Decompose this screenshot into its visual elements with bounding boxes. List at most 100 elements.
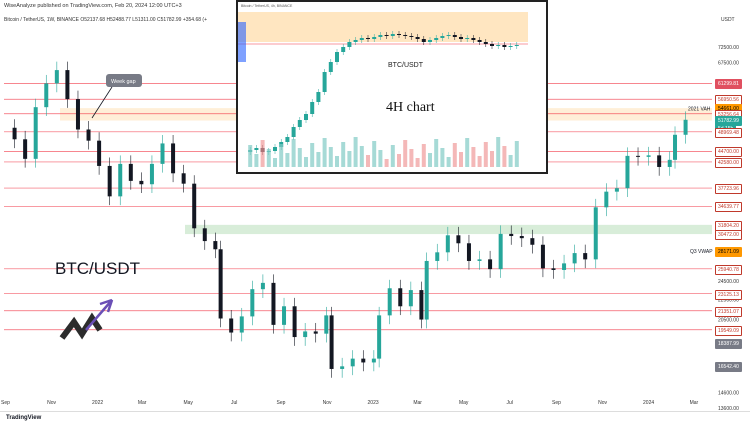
inset-candle-body <box>434 38 439 40</box>
candle-body <box>282 306 287 325</box>
inset-volume-bar <box>514 141 519 167</box>
inset-volume-bar <box>254 154 259 167</box>
candle-body <box>171 143 176 174</box>
candle-body <box>181 173 186 184</box>
inset-volume-bar <box>452 143 457 167</box>
inset-volume-bar <box>378 150 383 167</box>
price-label[interactable]: 42580.00 <box>715 157 742 168</box>
price-label[interactable]: 61299.81 <box>715 79 742 90</box>
x-tick-label: 2024 <box>643 400 654 406</box>
candle-body <box>466 243 471 261</box>
brand-logo-w <box>59 312 103 340</box>
candle-body <box>408 290 413 307</box>
inset-volume-bar <box>440 148 445 167</box>
inset-volume-bar <box>490 151 494 167</box>
price-label[interactable]: 28171.09 <box>715 247 742 257</box>
inset-candle-body <box>502 45 507 47</box>
price-label[interactable]: 23125.13 <box>715 289 742 300</box>
candle-body <box>229 318 234 333</box>
inset-volume-bar <box>359 146 364 167</box>
inset-candle-body <box>390 34 395 36</box>
inset-candle-body <box>409 36 414 37</box>
candle-body <box>456 235 461 244</box>
price-label[interactable]: 34639.77 <box>715 202 742 213</box>
inset-candle-body <box>421 39 426 42</box>
candle-body <box>673 134 678 160</box>
inset-candle-body <box>328 62 333 72</box>
inset-volume-bar <box>508 155 513 167</box>
inset-volume-bar <box>409 149 414 167</box>
x-tick-label: Nov <box>598 400 607 406</box>
inset-candle-body <box>316 92 321 102</box>
price-label[interactable]: 37723.96 <box>715 184 742 195</box>
inset-candle-body <box>465 38 470 39</box>
candle-body <box>477 259 482 261</box>
candle-body <box>435 252 440 261</box>
candle-body <box>324 315 329 334</box>
y-tick-label: 67500.00 <box>718 61 739 67</box>
inset-volume-bar <box>353 137 358 167</box>
candle-body <box>387 288 392 316</box>
x-tick-label: 2022 <box>92 400 103 406</box>
price-label[interactable]: 16542.40 <box>715 361 742 372</box>
candle-body <box>625 155 630 189</box>
candle-body <box>250 289 255 317</box>
candle-body <box>371 358 376 363</box>
brand-logo-arrow <box>85 298 114 331</box>
candle-body <box>213 241 218 250</box>
inset-volume-bar <box>248 145 253 167</box>
candle-body <box>593 207 598 260</box>
candle-body <box>33 107 38 159</box>
inset-volume-bar <box>428 153 432 167</box>
price-label[interactable]: 44700.00 <box>715 147 742 158</box>
x-tick-label: Sep <box>277 400 286 406</box>
price-zone <box>185 224 712 235</box>
inset-volume-bar <box>322 138 327 167</box>
inset-candle-body <box>452 35 457 37</box>
candle-body <box>160 143 165 164</box>
candle-body <box>377 315 382 359</box>
inset-volume-bar <box>328 147 333 167</box>
candle-body <box>540 244 545 269</box>
candle-body <box>12 127 17 140</box>
inset-candle-body <box>446 35 451 36</box>
inset-volume-bar <box>347 151 352 167</box>
inset-volume-profile <box>238 22 246 62</box>
inset-volume-bar <box>483 142 488 167</box>
inset-candle-body <box>291 127 296 137</box>
candle-body <box>292 306 297 338</box>
candle-body <box>65 70 70 100</box>
candle-body <box>419 290 424 320</box>
price-label[interactable]: 48969.48 <box>715 127 742 138</box>
price-label[interactable]: 19549.09 <box>715 325 742 336</box>
inset-volume-bar <box>316 152 321 167</box>
x-tick-label: Sep <box>1 400 10 406</box>
price-label[interactable]: 18387.99 <box>715 338 742 349</box>
x-tick-label: Mar <box>413 400 422 406</box>
inset-candle-body <box>508 46 513 47</box>
inset-volume-bar <box>465 138 470 167</box>
candle-body <box>97 140 102 166</box>
price-label[interactable]: 30472.00 <box>715 230 742 241</box>
candle-body <box>551 268 556 270</box>
x-tick-label: Nov <box>47 400 56 406</box>
candle-body <box>218 249 223 319</box>
inset-volume-bar <box>384 159 389 167</box>
inset-candle-body <box>471 38 476 40</box>
candle-body <box>683 119 688 135</box>
inset-header: Bitcoin / TetherUS, 4h, BINANCE <box>241 4 293 8</box>
inset-candle-body <box>297 120 302 127</box>
inset-candle-body <box>310 102 315 114</box>
candle-body <box>313 331 318 334</box>
candle-body <box>572 253 577 264</box>
candle-body <box>239 316 244 333</box>
week-gap-label: Week gap <box>111 79 136 85</box>
candle-body <box>192 183 197 229</box>
inset-candle-body <box>378 35 383 37</box>
x-tick-label: May <box>183 400 193 406</box>
price-label[interactable]: 21351.07 <box>715 306 742 317</box>
price-label[interactable]: 25940.78 <box>715 264 742 275</box>
y-tick-label: 13600.00 <box>718 406 739 412</box>
inset-4h-chart: Bitcoin / TetherUS, 4h, BINANCE BTC/USDT… <box>236 0 548 174</box>
